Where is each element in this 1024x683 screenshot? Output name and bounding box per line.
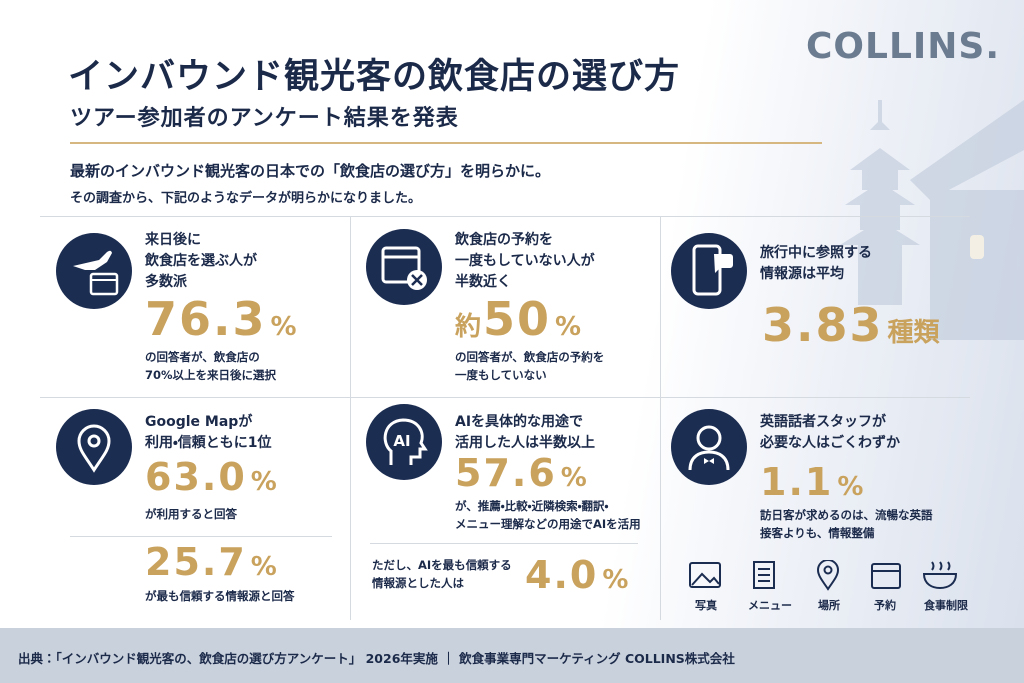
subtitle: ツアー参加者のアンケート結果を発表 — [70, 106, 459, 131]
card-heading: 活用した人は半数以上 — [455, 435, 595, 451]
need-label: 食事制限 — [924, 599, 968, 612]
card-note: が利用すると回答 — [145, 507, 237, 521]
card-heading: 情報源は平均 — [760, 266, 844, 282]
card-heading: 半数近く — [455, 274, 511, 290]
stat: 約 50% — [455, 292, 581, 346]
card-note: 一度もしていない — [455, 368, 547, 382]
card-heading: 旅行中に参照する — [760, 245, 872, 261]
need-label: 写真 — [695, 599, 717, 612]
divider — [370, 543, 638, 544]
title: インバウンド観光客の飲食店の選び方 — [68, 57, 681, 97]
card-heading: 飲食店を選ぶ人が — [145, 253, 257, 269]
card-heading: 利用・信頼ともに1位 — [145, 435, 272, 451]
card-note: 訪日客が求めるのは、流暢な英語 — [760, 508, 933, 522]
svg-text:AI: AI — [393, 432, 410, 450]
need-icons — [689, 560, 958, 591]
stat: 4.0% — [525, 553, 628, 597]
stat-unit: % — [250, 467, 277, 497]
divider — [70, 536, 332, 537]
card-note: の回答者が、飲食店の — [145, 350, 260, 364]
stat: 63.0% — [145, 455, 277, 499]
need-label: 場所 — [818, 599, 840, 612]
card-note: ただし、AIを最も信頼する — [372, 558, 512, 572]
icon-calendar — [366, 229, 442, 305]
stat: 57.6% — [455, 451, 587, 495]
stat-number: 57.6 — [455, 451, 557, 495]
card-note: の回答者が、飲食店の予約を — [455, 350, 605, 364]
stat-number: 63.0 — [145, 455, 247, 499]
card-note: メニュー理解などの用途でAIを活用 — [455, 517, 641, 531]
stat-prefix: 約 — [455, 312, 482, 342]
stat-unit: % — [270, 312, 297, 342]
stat-number: 25.7 — [145, 540, 247, 584]
stat-number: 1.1 — [760, 460, 834, 504]
stat-unit: 種類 — [887, 318, 940, 348]
card-heading: Google Mapが — [145, 414, 253, 430]
stat: 76.3% — [145, 292, 297, 346]
background-town — [840, 100, 1024, 340]
card-note: が最も信頼する情報源と回答 — [145, 589, 295, 603]
card-heading: 来日後に — [145, 232, 201, 248]
stat: 25.7% — [145, 540, 277, 584]
stat: 3.83 種類 — [762, 298, 940, 352]
stat-number: 76.3 — [145, 292, 267, 346]
divider — [660, 216, 661, 620]
card-note: 70%以上を来日後に選択 — [145, 368, 277, 382]
stat-number: 3.83 — [762, 298, 884, 352]
gold-rule — [70, 142, 822, 144]
stat-unit: % — [250, 552, 277, 582]
card-heading: 一度もしていない人が — [455, 253, 595, 269]
stat-unit: % — [602, 565, 629, 595]
divider — [40, 397, 970, 398]
card-heading: AIを具体的な用途で — [455, 414, 584, 430]
card-note: 接客よりも、情報整備 — [760, 526, 875, 540]
intro: 最新のインバウンド観光客の日本での「飲食店の選び方」を明らかに。 — [70, 162, 551, 180]
need-label: 予約 — [874, 599, 896, 612]
stat-number: 4.0 — [525, 553, 599, 597]
stat-number: 50 — [483, 292, 552, 346]
icon-phone — [671, 233, 747, 309]
icon-map-pin — [56, 409, 132, 485]
stat-unit: % — [555, 312, 582, 342]
stat: 1.1% — [760, 460, 863, 504]
card-heading: 飲食店の予約を — [455, 232, 553, 248]
divider — [40, 216, 970, 217]
icon-staff — [671, 409, 747, 485]
footer: 出典：「インバウンド観光客の、飲食店の選び方アンケート」 2026年実施 ｜ 飲… — [18, 651, 735, 666]
brand: COLLINS. — [806, 26, 1001, 67]
icon-ai: AI — [366, 404, 442, 480]
card-note: が、推薦・比較・近隣検索・翻訳・ — [455, 499, 609, 513]
intro: その調査から、下記のようなデータが明らかになりました。 — [70, 191, 422, 206]
stat-unit: % — [837, 472, 864, 502]
card-heading: 英語話者スタッフが — [760, 414, 886, 430]
footer-band — [0, 628, 1024, 683]
icon-plane — [56, 233, 132, 309]
need-label: メニュー — [748, 599, 792, 612]
card-heading: 多数派 — [145, 274, 187, 290]
card-note: 情報源とした人は — [372, 576, 464, 590]
card-heading: 必要な人はごくわずか — [760, 435, 900, 451]
divider — [350, 216, 351, 620]
stat-unit: % — [560, 463, 587, 493]
